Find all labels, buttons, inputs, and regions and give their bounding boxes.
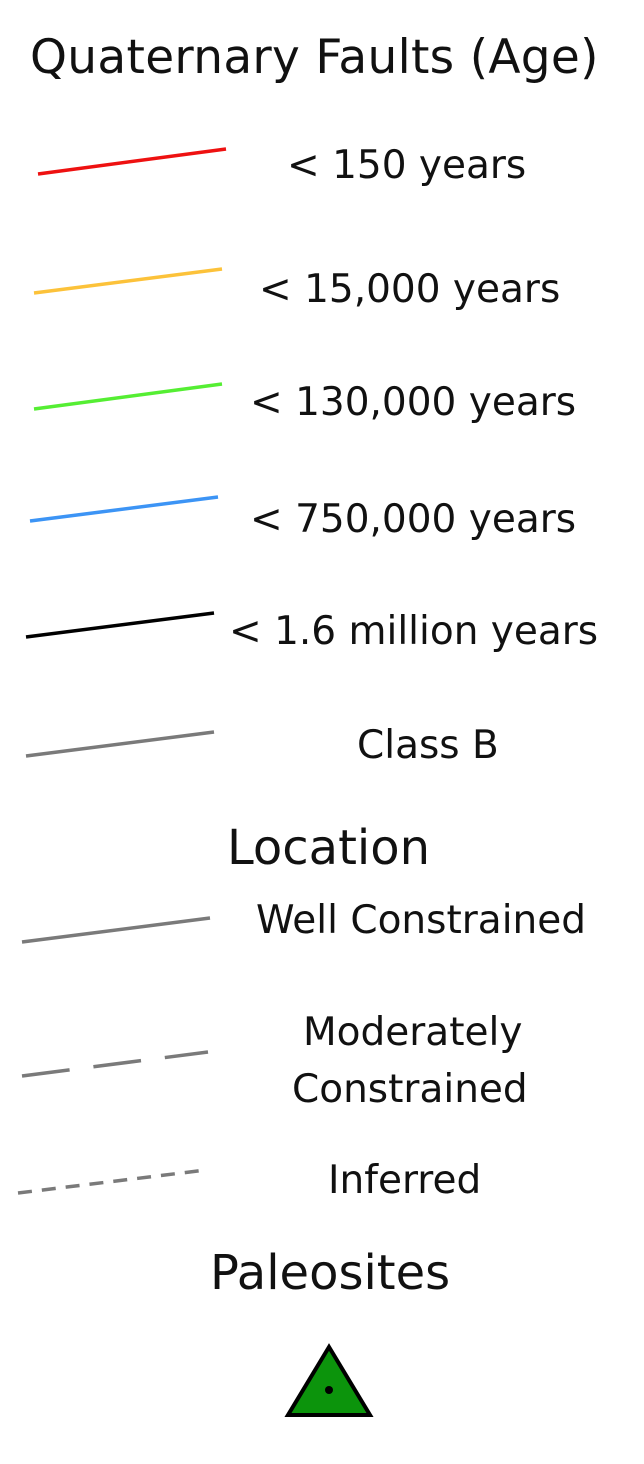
label-15000-years: < 15,000 years	[259, 267, 561, 312]
label-class-b: Class B	[357, 723, 499, 768]
swatch-class-b	[25, 730, 215, 758]
label-inferred: Inferred	[328, 1158, 482, 1203]
swatch-150-years	[37, 147, 227, 176]
label-130000-years: < 130,000 years	[250, 380, 577, 425]
swatch-well-constrained	[21, 916, 211, 944]
swatch-1-6-million-years	[25, 611, 215, 639]
label-150-years: < 150 years	[287, 143, 527, 188]
location-heading: Location	[227, 820, 431, 876]
label-well-constrained: Well Constrained	[256, 898, 586, 943]
label-constrained: Constrained	[292, 1067, 528, 1112]
label-moderately: Moderately	[303, 1010, 523, 1055]
legend-title: Quaternary Faults (Age)	[30, 30, 599, 85]
swatch-15000-years	[33, 267, 223, 295]
paleosite-triangle-icon	[284, 1343, 374, 1417]
swatch-750000-years	[29, 495, 219, 523]
paleosite-dot	[325, 1386, 333, 1394]
label-1-6-million-years: < 1.6 million years	[229, 609, 599, 654]
swatch-inferred	[17, 1168, 207, 1195]
label-750000-years: < 750,000 years	[250, 497, 577, 542]
paleosites-heading: Paleosites	[210, 1245, 451, 1301]
swatch-moderately-constrained	[21, 1050, 209, 1078]
swatch-130000-years	[33, 382, 223, 411]
